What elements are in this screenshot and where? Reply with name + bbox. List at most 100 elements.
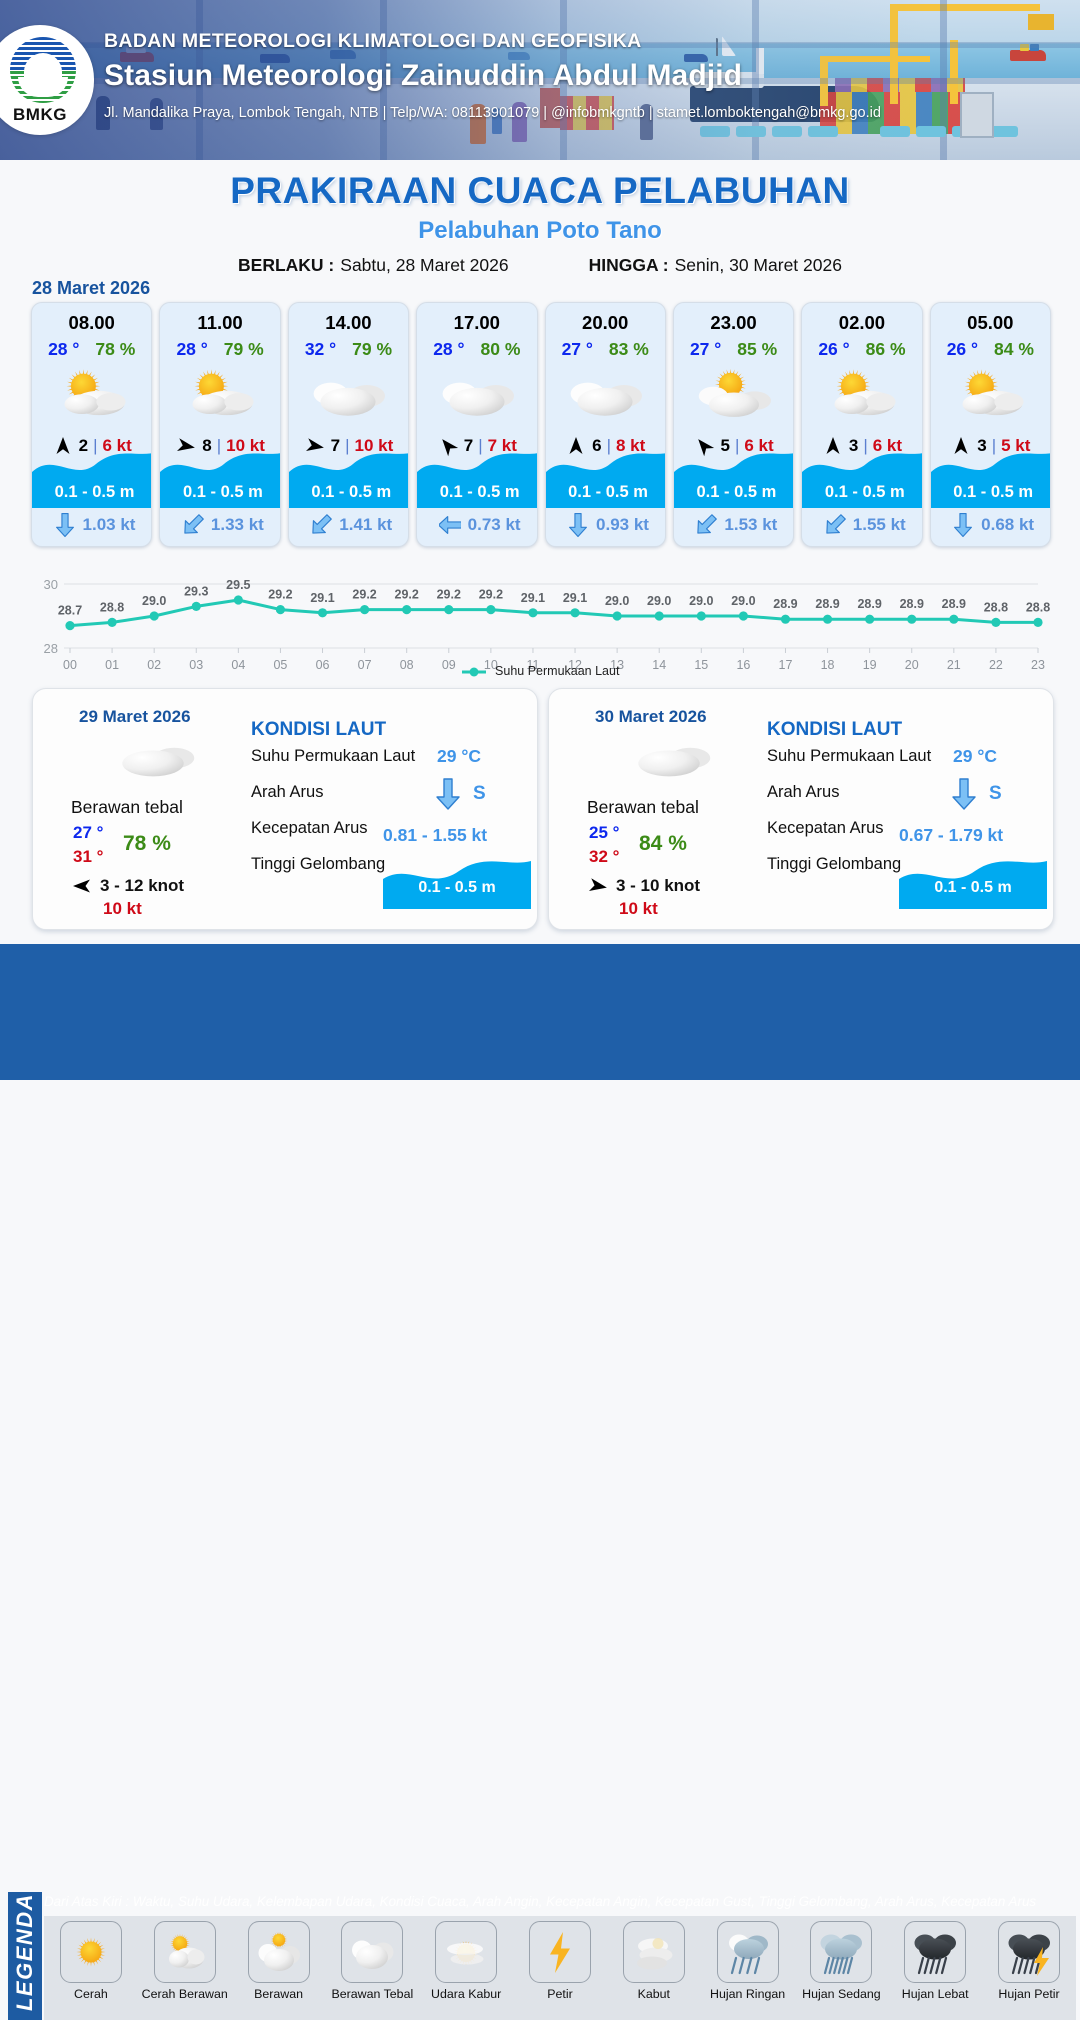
card-current-row: 0.68 kt xyxy=(931,510,1050,540)
wave-graphic xyxy=(899,857,1047,909)
hourly-card: 08.00 28 ° 78 % 2 | 6 kt xyxy=(31,302,153,547)
card-current-speed: 0.68 kt xyxy=(981,515,1035,534)
validity-row: BERLAKU : Sabtu, 28 Maret 2026 HINGGA : … xyxy=(0,255,1080,276)
card-wind-row: 6 | 8 kt xyxy=(546,433,665,459)
card-separator: | xyxy=(863,436,868,455)
page-header: BMKG BADAN METEOROLOGI KLIMATOLOGI DAN G… xyxy=(0,0,1080,160)
card-temp-humidity: 27 ° 83 % xyxy=(546,339,665,360)
card-separator: | xyxy=(345,436,350,455)
svg-text:01: 01 xyxy=(105,658,119,672)
card-temp-humidity: 28 ° 79 % xyxy=(160,339,279,360)
legend-item-label: Hujan Ringan xyxy=(710,1987,786,2001)
card-wave-graphic xyxy=(160,446,280,508)
page-subtitle: Pelabuhan Poto Tano xyxy=(418,217,662,244)
svg-text:28.8: 28.8 xyxy=(100,600,124,614)
svg-text:13: 13 xyxy=(610,658,624,672)
card-temperature: 27 ° xyxy=(689,339,722,359)
legend-item-label: Hujan Sedang xyxy=(802,1987,881,2001)
card-wave-height: 0.1 - 0.5 m xyxy=(311,483,392,501)
card-time: 11.00 xyxy=(197,312,243,333)
thunderstorm-icon xyxy=(998,1921,1061,1983)
label-current-direction: Arah Arus xyxy=(251,783,324,801)
card-wind-speed: 3 xyxy=(977,436,987,455)
card-wind-speed: 3 xyxy=(848,436,859,455)
card-current-speed: 0.73 kt xyxy=(467,515,521,534)
card-temperature: 26 ° xyxy=(818,339,850,359)
card-wave-graphic xyxy=(930,446,1050,508)
current-arrow-icon xyxy=(697,514,718,534)
valid-from-label: BERLAKU : xyxy=(238,255,335,275)
svg-text:29.2: 29.2 xyxy=(437,588,461,602)
card-current-row: 1.03 kt xyxy=(32,510,151,540)
value-sst: 29 °C xyxy=(437,746,481,766)
card-temp-humidity: 28 ° 80 % xyxy=(417,339,536,360)
wind-direction-icon xyxy=(177,438,196,452)
current-arrow-icon xyxy=(184,514,204,534)
card-temperature: 26 ° xyxy=(946,339,979,359)
svg-text:00: 00 xyxy=(63,658,77,672)
wind-direction-icon xyxy=(826,437,840,454)
hourly-card: 02.00 26 ° 86 % 3 | 6 kt xyxy=(801,302,923,547)
card-wind-speed: 7 xyxy=(463,436,474,455)
daily-humidity: 84 % xyxy=(639,832,687,855)
svg-text:29.2: 29.2 xyxy=(352,588,376,602)
svg-text:29.0: 29.0 xyxy=(731,594,755,608)
weather-icon xyxy=(32,365,151,427)
card-humidity: 78 % xyxy=(95,339,136,359)
card-humidity: 79 % xyxy=(223,339,264,359)
heavy-rain-icon xyxy=(904,1921,967,1983)
legend-item: Hujan Lebat xyxy=(888,1916,982,2020)
daily-panel-1: 29 Maret 2026 Berawan tebal 27 ° 31 ° 78… xyxy=(32,688,538,930)
card-wind-speed: 6 xyxy=(592,436,602,455)
card-time: 02.00 xyxy=(838,312,886,333)
daily-humidity: 78 % xyxy=(123,832,171,855)
card-current-speed: 0.93 kt xyxy=(596,515,649,534)
legend-bar: LEGENDA Dari Atas Kiri : Waktu, Suhu Uda… xyxy=(0,944,1080,2020)
bmkg-logo-mark xyxy=(10,37,76,103)
card-wind-speed: 8 xyxy=(202,436,212,455)
card-current-speed: 1.53 kt xyxy=(724,515,778,534)
sun-cloud-icon xyxy=(153,1921,216,1983)
card-wind-row: 5 | 6 kt xyxy=(674,433,793,459)
svg-text:28.9: 28.9 xyxy=(900,597,924,611)
svg-text:28.8: 28.8 xyxy=(1026,600,1050,614)
card-wave-height: 0.1 - 0.5 m xyxy=(182,483,263,501)
card-temp-humidity: 32 ° 79 % xyxy=(289,339,408,360)
card-current-row: 0.73 kt xyxy=(417,510,536,540)
card-temp-humidity: 28 ° 78 % xyxy=(32,339,151,360)
sea-conditions-title: KONDISI LAUT xyxy=(251,719,387,740)
chart-legend: Suhu Permukaan Laut xyxy=(0,664,1080,678)
card-separator: | xyxy=(478,436,483,455)
card-wind-speed: 5 xyxy=(720,436,730,455)
card-wind-speed: 7 xyxy=(330,436,341,455)
label-current-speed: Kecepatan Arus xyxy=(251,819,368,837)
svg-text:29.5: 29.5 xyxy=(226,578,250,592)
svg-text:07: 07 xyxy=(358,658,372,672)
card-wave-graphic xyxy=(32,446,152,508)
card-temp-humidity: 27 ° 85 % xyxy=(674,339,793,360)
card-current-row: 1.55 kt xyxy=(802,510,921,540)
card-humidity: 86 % xyxy=(865,339,906,359)
legend-item: Udara Kabur xyxy=(419,1916,513,2020)
svg-text:05: 05 xyxy=(273,658,287,672)
svg-text:20: 20 xyxy=(905,658,919,672)
label-sst: Suhu Permukaan Laut xyxy=(767,747,932,765)
fog-icon xyxy=(622,1921,685,1983)
svg-text:30: 30 xyxy=(44,577,58,592)
card-gust: 6 kt xyxy=(872,436,903,455)
svg-text:22: 22 xyxy=(989,658,1003,672)
svg-text:28.8: 28.8 xyxy=(984,600,1008,614)
agency-name: BADAN METEOROLOGI KLIMATOLOGI DAN GEOFIS… xyxy=(104,30,642,52)
legend-item-label: Udara Kabur xyxy=(431,1987,502,2001)
legend-item-label: Cerah Berawan xyxy=(141,1987,228,2001)
legend-item-label: Hujan Petir xyxy=(998,1987,1060,2001)
card-gust: 5 kt xyxy=(1001,436,1031,455)
card-current-speed: 1.55 kt xyxy=(852,515,906,534)
cloud-icon xyxy=(341,1921,404,1983)
card-humidity: 85 % xyxy=(737,339,778,359)
svg-text:11: 11 xyxy=(526,658,539,672)
legend-item: Cerah Berawan xyxy=(138,1916,232,2020)
svg-text:21: 21 xyxy=(947,658,961,672)
sst-chart: 28 30 00 01 02 03 04 05 06 07 08 09 10 11 12 13 14 15 16 17… xyxy=(30,556,1052,684)
daily-wind-range: 3 - 10 knot xyxy=(616,876,701,895)
